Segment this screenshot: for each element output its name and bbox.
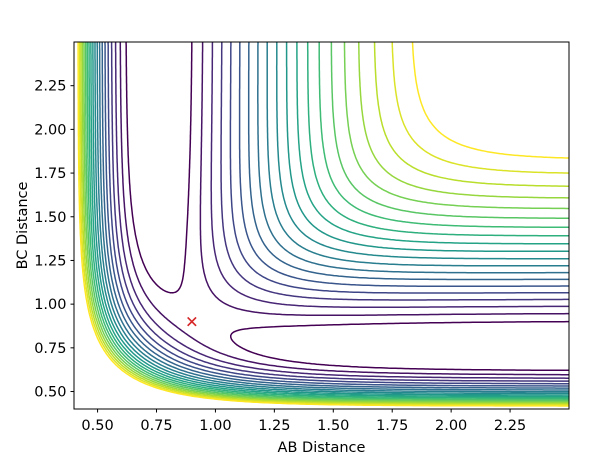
x-axis-ticks: 0.50 0.75 1.00 1.25 1.50 1.75 2.00 2.25 <box>81 409 526 434</box>
contour-line <box>90 42 569 398</box>
contour-lines <box>77 42 569 407</box>
y-tick-label: 1.00 <box>34 297 66 313</box>
contour-line <box>92 42 569 396</box>
contour-line <box>110 42 569 382</box>
x-tick-label: 2.00 <box>435 418 467 434</box>
axes-frame <box>73 41 570 410</box>
x-axis-label: AB Distance <box>278 440 366 456</box>
y-tick-label: 1.50 <box>34 210 66 226</box>
contour-line <box>78 42 569 406</box>
contour-line <box>96 42 569 393</box>
y-axis-label: BC Distance <box>15 182 31 270</box>
x-tick-label: 0.50 <box>81 418 113 434</box>
contour-line <box>125 42 569 372</box>
x-tick-label: 2.25 <box>494 418 526 434</box>
contour-line <box>81 42 569 404</box>
contour-line <box>86 42 569 400</box>
x-tick-label: 1.50 <box>317 418 349 434</box>
contour-line <box>88 42 569 399</box>
y-axis-ticks: 0.50 0.75 1.00 1.25 1.50 1.75 2.00 2.25 <box>34 79 74 401</box>
x-tick-label: 1.00 <box>199 418 231 434</box>
contour-line <box>114 42 569 379</box>
y-tick-label: 1.25 <box>34 253 66 269</box>
contour-line <box>83 42 569 403</box>
contour-line <box>119 42 569 376</box>
x-tick-label: 0.75 <box>140 418 172 434</box>
y-tick-label: 1.75 <box>34 166 66 182</box>
y-tick-label: 2.25 <box>34 79 66 95</box>
y-tick-label: 2.00 <box>34 122 66 138</box>
x-tick-label: 1.75 <box>376 418 408 434</box>
contour-line <box>84 42 569 402</box>
contour-line <box>77 42 569 407</box>
contour-line <box>80 42 569 405</box>
x-tick-label: 1.25 <box>258 418 290 434</box>
contour-line <box>104 42 569 387</box>
contour-line <box>101 42 569 389</box>
contour-line <box>107 42 569 385</box>
transition-state-marker <box>187 316 197 327</box>
contour-line <box>98 42 569 391</box>
y-tick-label: 0.75 <box>34 341 66 357</box>
y-tick-label: 0.50 <box>34 385 66 401</box>
contour-line <box>94 42 569 395</box>
